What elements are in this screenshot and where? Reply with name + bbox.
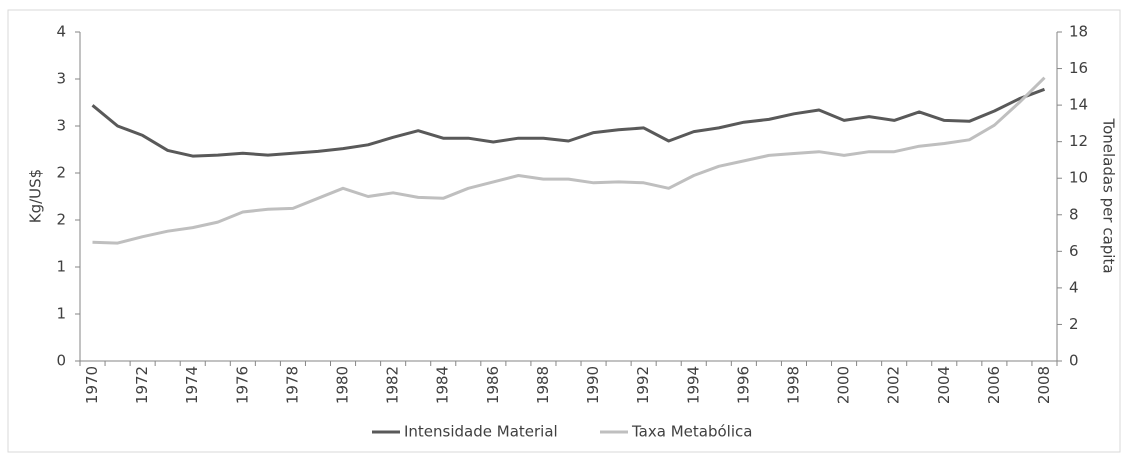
x-tick-label: 2000 (835, 366, 853, 404)
y-axis-title: Kg/US$ (27, 169, 45, 223)
y-tick-label: 1 (56, 258, 66, 276)
y2-tick-label: 14 (1069, 96, 1088, 114)
y-tick-label: 2 (56, 164, 66, 182)
y-tick-label: 2 (56, 211, 66, 229)
x-tick-label: 1980 (334, 366, 352, 404)
y2-tick-label: 12 (1069, 132, 1088, 150)
x-tick-label: 2002 (885, 366, 903, 404)
x-tick-label: 1982 (384, 366, 402, 404)
x-tick-label: 1986 (484, 366, 502, 404)
y-tick-label: 3 (56, 70, 66, 88)
series-line (91, 87, 1046, 158)
y-tick-label: 1 (56, 305, 66, 323)
y-tick-label: 4 (56, 23, 66, 41)
y2-tick-label: 10 (1069, 169, 1088, 187)
x-tick-label: 1976 (233, 366, 251, 404)
y2-tick-label: 8 (1069, 205, 1079, 223)
chart-frame (7, 9, 1121, 453)
y-tick-label: 0 (56, 352, 66, 370)
x-tick-label: 1988 (534, 366, 552, 404)
y2-tick-label: 18 (1069, 23, 1088, 41)
x-tick-label: 1972 (133, 366, 151, 404)
legend-label: Taxa Metabólica (631, 423, 752, 441)
x-tick-label: 1984 (434, 366, 452, 404)
x-tick-label: 1992 (634, 366, 652, 404)
y2-tick-label: 16 (1069, 59, 1088, 77)
y2-tick-label: 0 (1069, 352, 1079, 370)
x-tick-label: 2004 (935, 366, 953, 404)
x-tick-label: 1990 (584, 366, 602, 404)
x-tick-label: 1998 (784, 366, 802, 404)
x-tick-label: 1994 (684, 366, 702, 404)
x-tick-label: 2008 (1035, 366, 1053, 404)
legend-label: Intensidade Material (404, 423, 558, 441)
y2-axis-title: Toneladas per capita (1100, 117, 1118, 273)
y2-tick-label: 2 (1069, 315, 1079, 333)
x-tick-label: 1970 (83, 366, 101, 404)
x-tick-label: 1974 (183, 366, 201, 404)
x-tick-label: 1996 (734, 366, 752, 404)
x-tick-label: 2006 (985, 366, 1003, 404)
x-tick-label: 1978 (283, 366, 301, 404)
series-line (92, 76, 1046, 245)
y-tick-label: 3 (56, 117, 66, 135)
y2-tick-label: 4 (1069, 278, 1079, 296)
y2-tick-label: 6 (1069, 242, 1079, 260)
